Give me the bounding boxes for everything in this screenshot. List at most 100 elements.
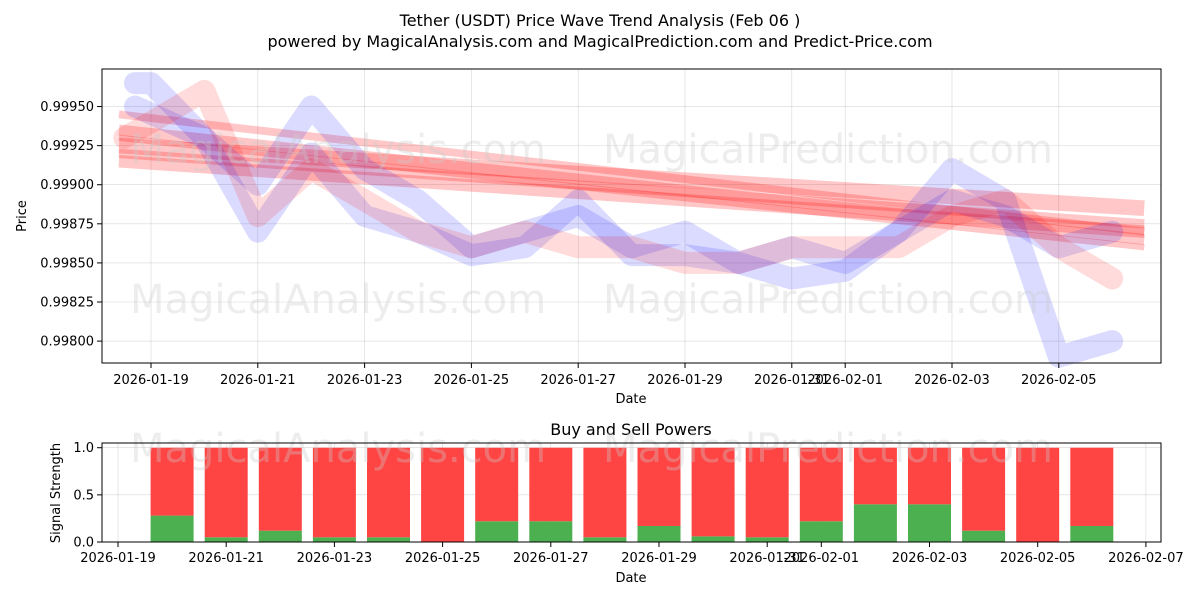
price-x-tick-label: 2026-01-21 (220, 373, 296, 388)
price-wave-3 (113, 79, 1124, 290)
price-y-tick-label: 0.99925 (40, 139, 94, 154)
sell-bar (312, 447, 356, 538)
price-x-tick-label: 2026-01-25 (434, 373, 510, 388)
price-y-tick-label: 0.99875 (40, 217, 94, 232)
price-x-tick-label: 2026-01-29 (647, 373, 723, 388)
watermark-top-right-2: MagicalPrediction.com (603, 277, 1053, 323)
trend-band-6 (118, 134, 1145, 251)
price-y-tick-label: 0.99900 (40, 178, 94, 193)
trend-band-4 (118, 148, 1145, 229)
price-x-tick-label: 2026-02-03 (914, 373, 990, 388)
power-x-tick-label: 2026-01-27 (513, 551, 589, 566)
price-x-tick-label: 2026-02-01 (807, 373, 883, 388)
power-x-tick-label: 2026-02-01 (784, 551, 860, 566)
sell-bar (367, 447, 410, 538)
price-y-tick-label: 0.99800 (40, 335, 94, 350)
price-y-tick-label: 0.99950 (40, 100, 94, 115)
sell-bar (745, 447, 789, 538)
watermark-top-right-1: MagicalPrediction.com (603, 127, 1053, 173)
power-y-tick-label: 1.0 (73, 441, 94, 456)
power-panel: Buy and Sell Powers MagicalAnalysis.com … (49, 420, 1184, 586)
price-grid (102, 69, 1161, 363)
price-x-tick-label: 2026-01-19 (113, 373, 189, 388)
price-y-label: Price (15, 200, 30, 232)
power-y-ticks: 0.0 0.5 1.0 (73, 441, 102, 551)
price-y-tick-label: 0.99825 (40, 296, 94, 311)
watermark-bottom-1: MagicalAnalysis.com (130, 426, 546, 472)
sell-bar (637, 447, 681, 526)
buy-bar (799, 521, 843, 542)
price-wave-1 (123, 72, 1124, 368)
price-panel-frame (101, 68, 1162, 364)
price-wave-2 (123, 95, 1124, 274)
sell-bar (421, 447, 465, 542)
sell-bar (799, 447, 843, 522)
chart-title: Tether (USDT) Price Wave Trend Analysis … (399, 11, 801, 30)
sell-bar (962, 447, 1006, 531)
price-x-tick-label: 2026-01-23 (327, 373, 403, 388)
buy-bar (691, 536, 735, 542)
price-y-ticks: 0.99800 0.99825 0.99850 0.99875 0.99900 0.999… (40, 100, 102, 350)
sell-bar (529, 447, 573, 522)
power-x-ticks: 2026-01-19 2026-01-21 2026-01-23 2026-01-25… (80, 542, 1184, 566)
sell-bar (1070, 447, 1114, 526)
buy-bar (475, 521, 519, 542)
power-x-tick-label: 2026-01-31 (729, 551, 805, 566)
buy-bar (962, 530, 1006, 542)
buy-bar (637, 525, 681, 542)
price-x-tick-label: 2026-01-27 (540, 373, 616, 388)
buy-bar (908, 504, 951, 542)
power-x-tick-label: 2026-02-07 (1108, 551, 1184, 566)
price-x-tick-label: 2026-01-31 (754, 373, 830, 388)
power-x-tick-label: 2026-01-25 (405, 551, 481, 566)
power-x-tick-label: 2026-01-21 (188, 551, 264, 566)
sell-bar (691, 447, 735, 537)
buy-bar (745, 537, 789, 542)
power-panel-frame (101, 442, 1162, 543)
trend-bands (118, 110, 1145, 251)
trend-band-5 (118, 155, 1145, 238)
power-x-label: Date (615, 571, 646, 586)
buy-bar (529, 521, 573, 542)
power-y-tick-label: 0.0 (73, 536, 94, 551)
buy-bar (258, 530, 302, 542)
sell-bar (583, 447, 627, 538)
price-panel: MagicalAnalysis.com MagicalPrediction.co… (15, 68, 1162, 407)
price-x-label: Date (615, 392, 646, 407)
sell-bar (853, 447, 897, 505)
watermark-top-left-2: MagicalAnalysis.com (130, 277, 546, 323)
trend-band-2 (118, 110, 1145, 236)
power-title: Buy and Sell Powers (550, 420, 712, 439)
trend-band-1 (118, 137, 1145, 216)
power-y-label: Signal Strength (49, 443, 64, 543)
buy-bar (853, 504, 897, 542)
power-y-tick-label: 0.5 (73, 488, 94, 503)
power-bars (150, 447, 1114, 542)
power-x-tick-label: 2026-01-29 (621, 551, 697, 566)
power-x-tick-label: 2026-01-19 (80, 551, 156, 566)
sell-bar (150, 447, 194, 516)
watermark-top-left-1: MagicalAnalysis.com (130, 127, 546, 173)
price-x-tick-label: 2026-02-05 (1021, 373, 1097, 388)
price-waves (113, 72, 1124, 368)
buy-bar (150, 515, 194, 542)
power-x-tick-label: 2026-02-03 (892, 551, 968, 566)
chart-subtitle: powered by MagicalAnalysis.com and Magic… (267, 32, 932, 51)
sell-bar (258, 447, 302, 531)
sell-bar (1016, 447, 1060, 542)
trend-band-3 (118, 124, 1145, 245)
price-x-ticks: 2026-01-19 2026-01-21 2026-01-23 2026-01-25… (113, 363, 1097, 388)
power-x-tick-label: 2026-02-05 (1000, 551, 1076, 566)
sell-bar (204, 447, 248, 538)
sell-bar (908, 447, 951, 505)
power-x-tick-label: 2026-01-23 (297, 551, 373, 566)
buy-bar (312, 537, 356, 542)
sell-bar (475, 447, 519, 522)
buy-bar (367, 537, 410, 542)
buy-bar (1070, 525, 1114, 542)
watermark-bottom-2: MagicalPrediction.com (603, 426, 1053, 472)
price-y-tick-label: 0.99850 (40, 256, 94, 271)
buy-bar (583, 537, 627, 542)
buy-bar (204, 537, 248, 542)
